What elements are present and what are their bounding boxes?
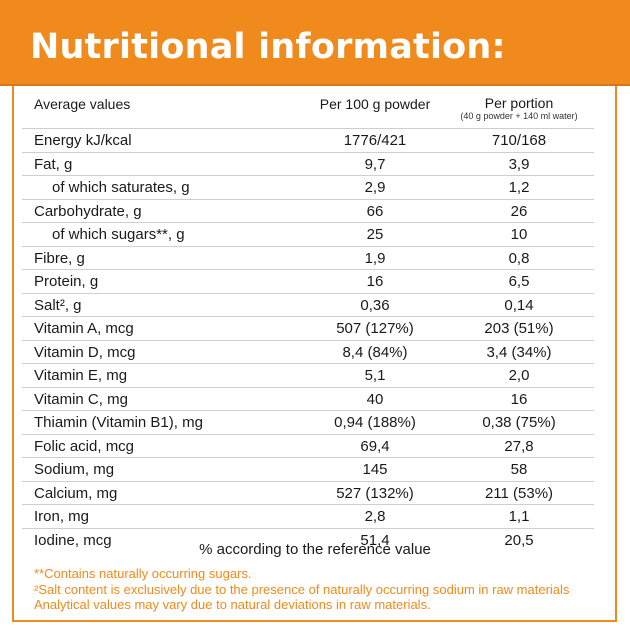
table-row: Protein, g 16 6,5: [22, 270, 594, 294]
table-row: Iodine, mcg 51,4 20,5: [22, 529, 594, 552]
per-100g-value: 51,4: [360, 531, 390, 549]
table-row: Carbohydrate, g 66 26: [22, 200, 594, 223]
footnotes: **Contains naturally occurring sugars. ²…: [34, 566, 569, 613]
nutrient-label: Calcium, mg: [34, 484, 118, 502]
per-portion-value: 203 (51%): [484, 320, 554, 337]
nutrient-label: Energy kJ/kcal: [34, 132, 132, 149]
nutrient-label: of which sugars**, g: [52, 226, 185, 243]
column-header-per-portion: Per portion (40 g powder + 140 ml water): [436, 96, 602, 122]
per-100g-value: 9,7: [364, 155, 386, 173]
reference-note: % according to the reference value: [199, 541, 431, 558]
per-portion-value: 26: [510, 202, 528, 220]
per-portion-sublabel: (40 g powder + 140 ml water): [460, 111, 578, 121]
per-100g-value: 145: [362, 461, 388, 478]
per-portion-value: 3,4 (34%): [486, 343, 552, 361]
nutrient-label: Vitamin A, mcg: [34, 320, 134, 337]
per-portion-value: 58: [510, 461, 528, 478]
per-100g-value: 69,4: [360, 437, 390, 455]
nutrient-label: Vitamin E, mg: [34, 367, 128, 384]
table-row: Calcium, mg 527 (132%) 211 (53%): [22, 482, 594, 505]
table-row: Salt², g 0,36 0,14: [22, 294, 594, 317]
table-row: Fat, g 9,7 3,9: [22, 153, 594, 176]
per-100g-value: 2,8: [364, 508, 386, 525]
nutrient-label: Protein, g: [34, 273, 99, 290]
nutrient-label: Iron, mg: [34, 508, 90, 525]
per-100g-value: 527 (132%): [336, 484, 414, 502]
table-header-row: Average values Per 100 g powder Per port…: [22, 93, 594, 129]
per-100g-value: 16: [366, 273, 384, 290]
per-portion-value: 211 (53%): [484, 484, 554, 502]
per-portion-value: 0,8: [508, 249, 530, 267]
per-100g-value: 0,94 (188%): [334, 414, 416, 431]
per-portion-value: 0,14: [504, 296, 534, 314]
table-row: Vitamin A, mcg 507 (127%) 203 (51%): [22, 317, 594, 341]
table-row: Fibre, g 1,9 0,8: [22, 247, 594, 270]
per-portion-value: 16: [510, 390, 528, 408]
table-row: of which sugars**, g 25 10: [22, 223, 594, 247]
per-portion-value: 27,8: [504, 437, 534, 455]
per-portion-value: 0,38 (75%): [482, 414, 556, 431]
nutrient-label: Vitamin D, mcg: [34, 343, 136, 361]
per-100g-value: 25: [366, 226, 384, 243]
table-row: Sodium, mg 145 58: [22, 458, 594, 482]
table-row: Vitamin E, mg 5,1 2,0: [22, 364, 594, 388]
per-100g-value: 1776/421: [343, 132, 407, 149]
table-row: Vitamin D, mcg 8,4 (84%) 3,4 (34%): [22, 341, 594, 364]
nutrient-label: of which saturates, g: [52, 179, 190, 196]
header-banner: Nutritional information:: [0, 0, 630, 86]
per-portion-value: 1,2: [508, 179, 530, 196]
column-header-average-values: Average values: [34, 96, 131, 112]
page-title: Nutritional information:: [30, 27, 506, 67]
table-row: Vitamin C, mg 40 16: [22, 388, 594, 411]
table-row: Iron, mg 2,8 1,1: [22, 505, 594, 529]
per-portion-value: 6,5: [508, 273, 530, 290]
nutrition-table: Average values Per 100 g powder Per port…: [22, 93, 594, 551]
per-100g-value: 40: [366, 390, 384, 408]
per-100g-value: 66: [366, 202, 384, 220]
nutrient-label: Iodine, mcg: [34, 531, 112, 549]
per-portion-value: 3,9: [508, 155, 530, 173]
table-row: of which saturates, g 2,9 1,2: [22, 176, 594, 200]
per-portion-label: Per portion: [484, 95, 554, 111]
per-portion-value: 20,5: [504, 531, 534, 549]
table-frame: [12, 86, 617, 622]
nutrient-label: Folic acid, mcg: [34, 437, 135, 455]
per-100g-value: 5,1: [364, 367, 386, 384]
per-100g-value: 507 (127%): [336, 320, 414, 337]
per-100g-value: 0,36: [360, 296, 390, 314]
table-body: Energy kJ/kcal 1776/421 710/168 Fat, g 9,7 3,…: [22, 129, 594, 551]
nutrient-label: Carbohydrate, g: [34, 202, 142, 220]
nutrient-label: Salt², g: [34, 296, 82, 314]
nutrient-label: Sodium, mg: [34, 461, 115, 478]
nutrient-label: Fibre, g: [34, 249, 85, 267]
per-100g-value: 8,4 (84%): [342, 343, 408, 361]
footnote-sugars: **Contains naturally occurring sugars.: [34, 566, 252, 581]
footnote-analytical-values: Analytical values may vary due to natura…: [34, 597, 431, 612]
nutrient-label: Vitamin C, mg: [34, 390, 128, 408]
per-portion-value: 2,0: [508, 367, 530, 384]
per-100g-value: 1,9: [364, 249, 386, 267]
table-row: Energy kJ/kcal 1776/421 710/168: [22, 129, 594, 153]
per-100g-value: 2,9: [364, 179, 386, 196]
nutrient-label: Fat, g: [34, 155, 73, 173]
table-row: Thiamin (Vitamin B1), mg 0,94 (188%) 0,38 …: [22, 411, 594, 435]
per-portion-value: 710/168: [491, 132, 547, 149]
table-row: Folic acid, mcg 69,4 27,8: [22, 435, 594, 458]
column-header-per-100g: Per 100 g powder: [319, 96, 431, 112]
nutrient-label: Thiamin (Vitamin B1), mg: [34, 414, 203, 431]
footnote-salt: ²Salt content is exclusively due to the …: [34, 581, 570, 597]
per-portion-value: 10: [510, 226, 528, 243]
per-portion-value: 1,1: [508, 508, 530, 525]
